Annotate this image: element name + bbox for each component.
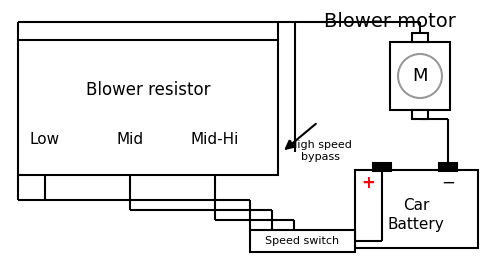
Circle shape — [398, 54, 442, 98]
Bar — [412, 33, 428, 42]
Text: Mid: Mid — [116, 132, 143, 148]
Text: Speed switch: Speed switch — [265, 236, 339, 246]
Bar — [373, 163, 391, 171]
Text: Low: Low — [30, 132, 60, 148]
Text: High speed
bypass: High speed bypass — [288, 140, 352, 162]
Bar — [439, 163, 457, 171]
Bar — [355, 170, 478, 248]
Bar — [250, 230, 355, 252]
Text: Car: Car — [403, 197, 429, 213]
Text: M: M — [412, 67, 428, 85]
Text: Battery: Battery — [388, 218, 444, 232]
Text: Blower motor: Blower motor — [324, 12, 456, 31]
Bar — [412, 110, 428, 119]
Text: Blower resistor: Blower resistor — [86, 81, 210, 99]
Bar — [390, 42, 450, 110]
Text: Mid-Hi: Mid-Hi — [191, 132, 239, 148]
Bar — [18, 40, 278, 175]
Text: −: − — [441, 174, 455, 192]
Text: +: + — [361, 174, 375, 192]
